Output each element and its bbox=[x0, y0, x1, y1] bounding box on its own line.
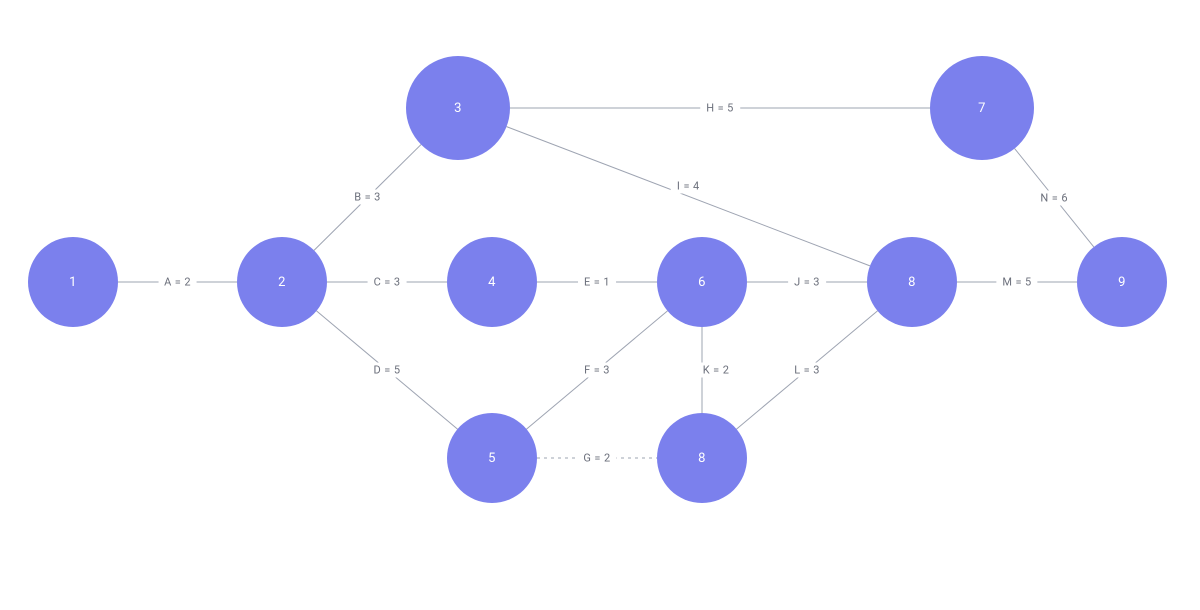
edge-label: H = 5 bbox=[700, 101, 740, 116]
graph-node-label: 8 bbox=[698, 451, 706, 466]
edge-label: B = 3 bbox=[348, 190, 387, 205]
edge-label: L = 3 bbox=[788, 363, 826, 378]
edge-label: J = 3 bbox=[788, 275, 826, 290]
edge-label: K = 2 bbox=[697, 363, 736, 378]
graph-node: 4 bbox=[447, 237, 537, 327]
edge-label: D = 5 bbox=[368, 363, 407, 378]
graph-node-label: 7 bbox=[978, 101, 986, 116]
edge bbox=[736, 311, 877, 429]
edge-label: E = 1 bbox=[578, 275, 616, 290]
graph-node-label: 8 bbox=[908, 275, 916, 290]
edge bbox=[1015, 149, 1094, 247]
edge-label: A = 2 bbox=[158, 275, 197, 290]
graph-node: 5 bbox=[447, 413, 537, 503]
edge bbox=[316, 311, 457, 429]
edge-label: C = 3 bbox=[368, 275, 407, 290]
graph-node-label: 6 bbox=[698, 275, 706, 290]
graph-node-label: 4 bbox=[488, 275, 496, 290]
graph-node-label: 2 bbox=[278, 275, 286, 290]
graph-node: 1 bbox=[28, 237, 118, 327]
graph-node-label: 3 bbox=[454, 101, 462, 116]
graph-node-label: 5 bbox=[488, 451, 496, 466]
graph-node: 9 bbox=[1077, 237, 1167, 327]
edge bbox=[314, 145, 421, 251]
graph-node: 7 bbox=[930, 56, 1034, 160]
graph-node: 2 bbox=[237, 237, 327, 327]
graph-node: 8 bbox=[657, 413, 747, 503]
network-diagram: A = 2 B = 3 C = 3 D = 5 E = 1 F = 3 G = 2 H = 5… bbox=[0, 0, 1200, 610]
edge-label: G = 2 bbox=[577, 451, 616, 466]
graph-node: 6 bbox=[657, 237, 747, 327]
graph-node: 8 bbox=[867, 237, 957, 327]
graph-node-label: 9 bbox=[1118, 275, 1126, 290]
edge-label: N = 6 bbox=[1034, 190, 1074, 205]
edge-label: M = 5 bbox=[996, 275, 1037, 290]
edge-label: F = 3 bbox=[578, 363, 616, 378]
edge-label: I = 4 bbox=[671, 179, 706, 194]
graph-node-label: 1 bbox=[69, 275, 77, 290]
graph-node: 3 bbox=[406, 56, 510, 160]
edge bbox=[526, 311, 667, 429]
